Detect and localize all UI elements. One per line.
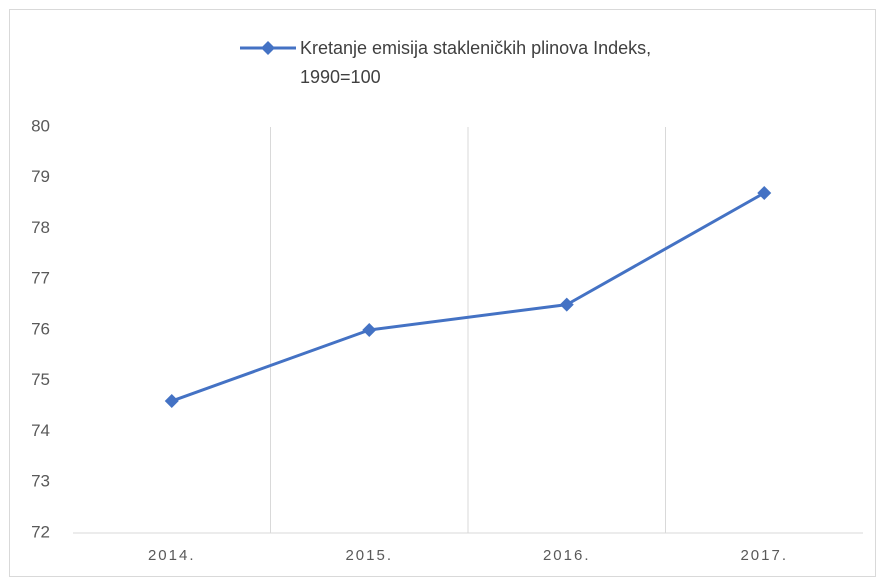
- y-tick-label: 72: [31, 522, 50, 541]
- x-tick-label: 2017.: [740, 547, 788, 564]
- data-point: [164, 394, 179, 409]
- y-tick-label: 75: [31, 370, 50, 389]
- y-tick-label: 77: [31, 269, 50, 288]
- y-tick-label: 78: [31, 218, 50, 237]
- y-tick-label: 73: [31, 472, 50, 491]
- y-tick-label: 79: [31, 167, 50, 186]
- data-point: [362, 323, 377, 337]
- chart-border: [9, 9, 876, 577]
- data-point: [757, 185, 772, 200]
- legend-marker: [261, 41, 275, 55]
- y-tick-label: 80: [31, 116, 50, 135]
- y-tick-label: 76: [31, 319, 50, 338]
- x-tick-label: 2016.: [543, 547, 591, 564]
- x-tick-label: 2014.: [148, 547, 196, 564]
- y-tick-label: 74: [31, 421, 50, 440]
- data-line: [171, 191, 765, 403]
- x-tick-label: 2015.: [345, 547, 393, 564]
- legend-label: Kretanje emisija stakleničkih plinova In…: [300, 38, 652, 87]
- data-point: [559, 297, 574, 312]
